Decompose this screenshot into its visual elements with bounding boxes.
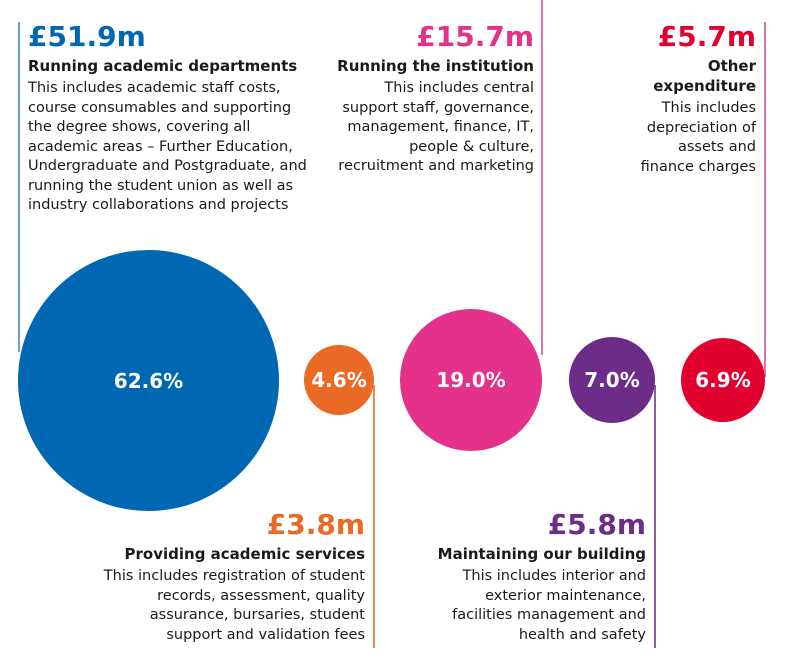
title: Running academic departments	[28, 57, 298, 75]
connector-line	[654, 385, 656, 648]
connector-line	[541, 0, 543, 355]
percent-label: 19.0%	[436, 368, 506, 392]
percent-label: 6.9%	[695, 368, 751, 392]
bubble-other: 6.9%	[681, 338, 765, 422]
title: Providing academic services	[124, 545, 365, 563]
title: Running the institution	[337, 57, 534, 75]
amount: £51.9m	[28, 20, 146, 53]
amount: £15.7m	[416, 20, 534, 53]
bubble-academic-services: 4.6%	[304, 345, 374, 415]
title: Other expenditure	[653, 57, 756, 95]
description: This includes depreciation of assets and…	[640, 100, 756, 175]
description: This includes interior and exterior main…	[452, 568, 646, 643]
description: This includes registration of student re…	[103, 568, 365, 643]
percent-label: 62.6%	[113, 368, 184, 393]
bubble-academic-departments: 62.6%	[18, 250, 279, 511]
title: Maintaining our building	[437, 545, 646, 563]
block-building: £5.8m Maintaining our building This incl…	[436, 508, 646, 645]
block-academic-departments: £51.9m Running academic departments This…	[28, 20, 318, 216]
block-institution: £15.7m Running the institution This incl…	[330, 20, 534, 177]
description: This includes central support staff, gov…	[338, 80, 534, 174]
percent-label: 7.0%	[584, 368, 640, 392]
bubble-institution: 19.0%	[400, 309, 542, 451]
amount: £3.8m	[266, 508, 365, 541]
description: This includes academic staff costs, cour…	[28, 80, 307, 213]
block-academic-services: £3.8m Providing academic services This i…	[100, 508, 365, 645]
amount: £5.8m	[547, 508, 646, 541]
percent-label: 4.6%	[311, 368, 367, 392]
connector-line	[764, 22, 766, 377]
connector-line	[18, 22, 20, 352]
bubble-building: 7.0%	[569, 337, 655, 423]
amount: £5.7m	[657, 20, 756, 53]
block-other: £5.7m Other expenditure This includes de…	[636, 20, 756, 177]
connector-line	[373, 385, 375, 648]
